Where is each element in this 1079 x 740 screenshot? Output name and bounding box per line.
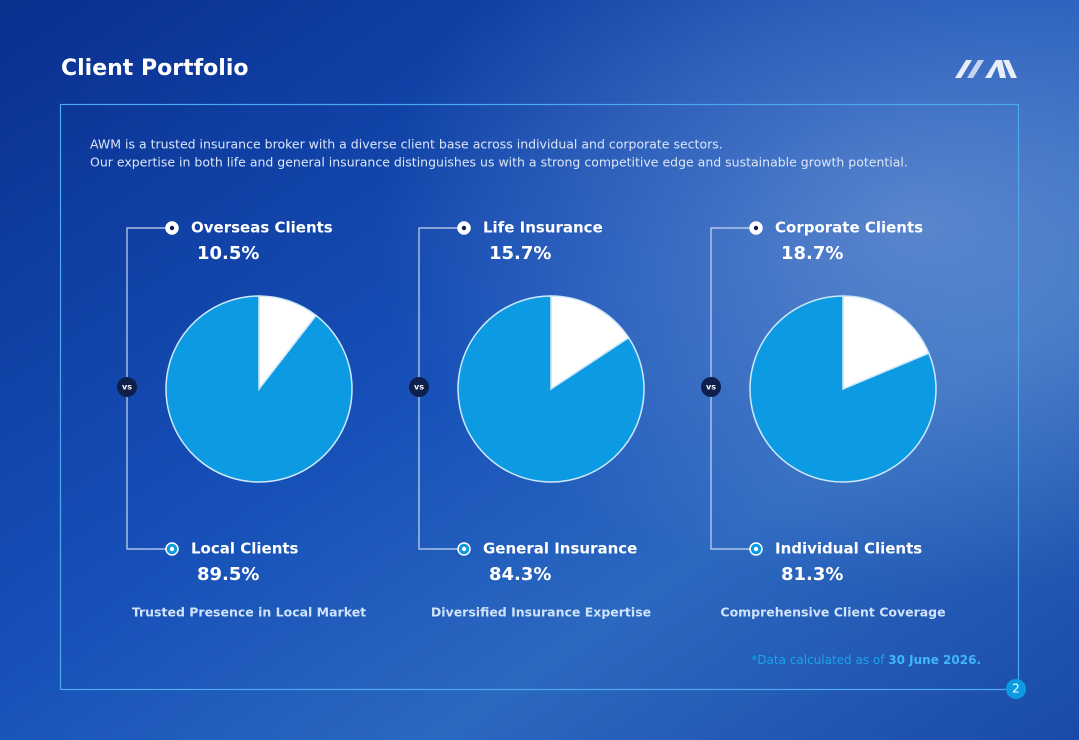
value-label: 89.5% (197, 564, 259, 585)
legend-label: Individual Clients (775, 540, 922, 558)
value-label: 81.3% (781, 564, 843, 585)
page-number: 2 (1012, 682, 1020, 696)
chart-caption: Diversified Insurance Expertise (431, 605, 651, 620)
description-line: Our expertise in both life and general i… (90, 155, 908, 170)
pie-slice (550, 295, 630, 391)
legend-marker-dot (461, 546, 467, 552)
chart-caption: Comprehensive Client Coverage (720, 605, 945, 620)
legend-marker-dot (461, 225, 467, 231)
legend-marker-dot (753, 546, 759, 552)
value-label: 84.3% (489, 564, 551, 585)
footnote: *Data calculated as of 30 June 2026. (751, 653, 981, 667)
footnote-date: 30 June 2026. (888, 653, 981, 667)
content-frame (59, 103, 1020, 691)
vs-label: vs (414, 383, 424, 392)
value-label: 18.7% (781, 243, 843, 264)
logo (955, 60, 1017, 78)
legend-label: Local Clients (191, 540, 299, 558)
legend-label: Overseas Clients (191, 219, 333, 237)
footnote-text: *Data calculated as of (751, 653, 885, 667)
legend-label: Corporate Clients (775, 219, 923, 237)
pie-slice (457, 295, 645, 483)
vs-badge (117, 377, 137, 397)
vs-label: vs (706, 383, 716, 392)
description-line: AWM is a trusted insurance broker with a… (90, 137, 723, 152)
legend-label: Life Insurance (483, 219, 603, 237)
legend-marker-dot (169, 546, 175, 552)
legend-label: General Insurance (483, 540, 637, 558)
chart-caption: Trusted Presence in Local Market (132, 605, 366, 620)
vs-badge (701, 377, 721, 397)
value-label: 15.7% (489, 243, 551, 264)
value-label: 10.5% (197, 243, 259, 264)
page-badge (1006, 679, 1026, 699)
slide-title: Client Portfolio (61, 56, 248, 81)
vs-label: vs (122, 383, 132, 392)
legend-marker-dot (753, 225, 759, 231)
vs-badge (409, 377, 429, 397)
pie-slice (165, 295, 353, 483)
pie-slice (842, 295, 930, 391)
legend-marker-dot (169, 225, 175, 231)
pie-slice (749, 295, 937, 483)
